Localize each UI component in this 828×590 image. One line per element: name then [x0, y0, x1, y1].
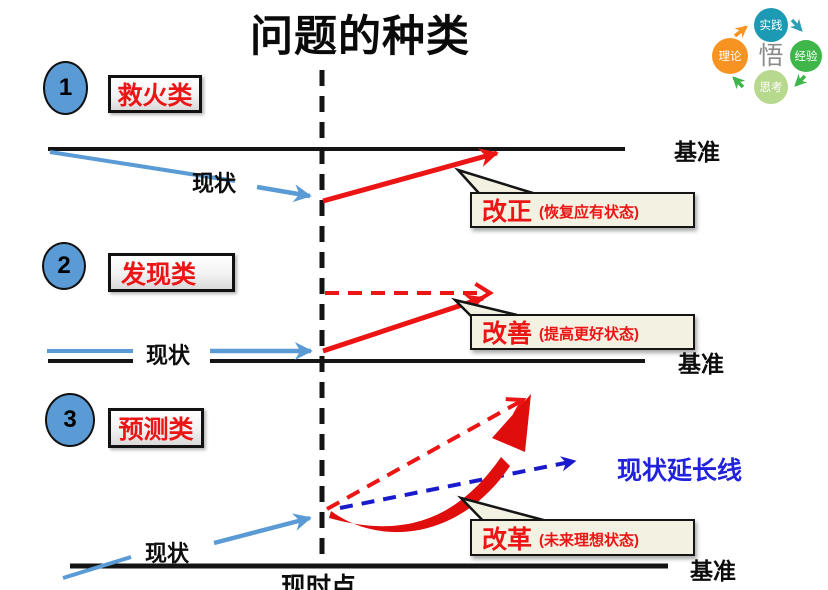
- section1-action-label: 改正: [482, 198, 533, 226]
- section2-number-badge: 2: [42, 242, 86, 290]
- logo-arrow-theory-practice: [733, 25, 748, 38]
- section1-number: 1: [58, 74, 73, 101]
- section3-extension-label: 现状延长线: [617, 457, 743, 485]
- logo-circle-theory: [712, 38, 748, 74]
- section3-current-label: 现状: [145, 541, 190, 566]
- section3-reform-swoosh: [329, 457, 510, 533]
- section3-ideal-dashed-arrow: [326, 400, 523, 511]
- logo-arrow-experience-thinking: [794, 73, 808, 87]
- logo: 实践 经验 思考 理论 悟: [712, 8, 822, 104]
- logo-arrow-thinking-theory: [732, 76, 746, 90]
- section3-action-label: 改革: [482, 525, 533, 554]
- logo-arrow-practice-experience: [789, 18, 803, 32]
- section1-category-box: 救火类: [108, 75, 202, 113]
- section3-current-arrow: [213, 513, 312, 546]
- page-title: 问题的种类: [250, 13, 470, 61]
- section3-category-box: 预测类: [108, 408, 204, 448]
- section3-number-badge: 3: [45, 393, 95, 447]
- section1-current-arrow: [256, 184, 312, 203]
- section2-action-callout: 改善 (提高更好状态): [470, 314, 695, 350]
- logo-label-theory: 理论: [719, 49, 742, 63]
- logo-label-practice: 实践: [760, 18, 783, 32]
- section1-category-label: 救火类: [117, 82, 193, 110]
- logo-circle-practice: [754, 8, 788, 42]
- section2-current-label: 现状: [146, 343, 191, 368]
- logo-label-experience: 经验: [795, 49, 818, 63]
- logo-center-character: 悟: [758, 42, 783, 70]
- section3-reform-arrowhead: [492, 394, 531, 452]
- logo-circle-thinking: [754, 70, 788, 104]
- current-time-label: 现时点: [281, 573, 357, 590]
- section1-action-callout: 改正 (恢复应有状态): [470, 192, 695, 228]
- logo-label-thinking: 思考: [760, 81, 783, 94]
- section3-category-label: 预测类: [118, 416, 194, 444]
- section3-current-pointer-line: [62, 555, 132, 580]
- section1-correct-arrow: [322, 148, 499, 204]
- section1-current-pointer-line: [49, 150, 236, 183]
- section2-action-label: 改善: [482, 320, 533, 348]
- section3-baseline-label: 基准: [690, 558, 736, 584]
- section1-current-label: 现状: [192, 171, 237, 196]
- section1-baseline-label: 基准: [674, 139, 720, 165]
- section1-action-note: (恢复应有状态): [539, 204, 640, 221]
- section3-extension-dashed-arrow: [339, 456, 577, 510]
- logo-circle-experience: [790, 40, 822, 72]
- section2-category-label: 发现类: [121, 260, 197, 289]
- section2-category-box: 发现类: [108, 253, 235, 292]
- section3-action-note: (未来理想状态): [539, 531, 640, 549]
- section2-baseline-label: 基准: [678, 351, 724, 377]
- section3-action-callout: 改革 (未来理想状态): [470, 519, 695, 556]
- section3-number: 3: [63, 406, 77, 433]
- section1-number-badge: 1: [43, 61, 88, 115]
- section3-graphics: [62, 394, 668, 580]
- section2-number: 2: [57, 252, 71, 279]
- section2-improve-arrow: [322, 294, 485, 354]
- section2-action-note: (提高更好状态): [539, 326, 640, 343]
